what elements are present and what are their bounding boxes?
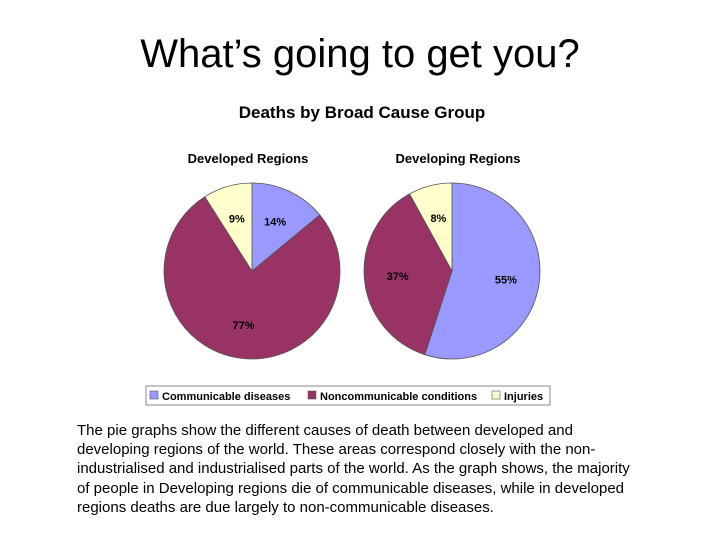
pie-slice-developed-1 xyxy=(163,196,341,360)
pie-slice-developed-0 xyxy=(251,182,321,272)
chart-image: Deaths by Broad Cause Group Developed Re… xyxy=(140,95,580,410)
legend-label: Injuries xyxy=(504,391,543,403)
pie-charts: Deaths by Broad Cause Group Developed Re… xyxy=(145,103,551,406)
pie-slice-developed-2 xyxy=(204,182,253,273)
pie-label-developed-0: 14% xyxy=(264,217,286,229)
legend-label: Communicable diseases xyxy=(162,391,290,403)
caption-line: The pie graphs show the different causes… xyxy=(77,422,573,439)
legend-label: Noncommunicable conditions xyxy=(320,391,477,403)
pie-slice-developing-0 xyxy=(424,182,541,360)
pie-label-developed-2: 9% xyxy=(229,214,245,226)
caption-line: industrialised and industrialised parts … xyxy=(77,460,630,478)
legend-swatch xyxy=(307,390,317,400)
legend-swatch xyxy=(491,390,501,400)
pie-slice-developing-2 xyxy=(409,182,453,272)
caption: The pie graphs show the different causes… xyxy=(77,421,677,517)
caption-line: regions deaths are due largely to non-co… xyxy=(77,498,494,516)
caption-line: developing regions of the world. These a… xyxy=(77,441,596,459)
pie-slice-developing-1 xyxy=(363,193,453,356)
chart-title: Deaths by Broad Cause Group xyxy=(239,103,486,122)
legend-swatch xyxy=(149,390,159,400)
pie-label-developing-2: 8% xyxy=(430,213,446,225)
legend-box xyxy=(145,385,551,406)
pies-group: 14% 77% 9% 55% 37% 8% xyxy=(163,182,541,360)
slide-title: What’s going to get you? xyxy=(140,32,580,76)
pie-title-developing: Developing Regions xyxy=(396,151,521,166)
legend: Communicable diseases Noncommunicable con… xyxy=(145,385,551,406)
pie-title-developed: Developed Regions xyxy=(188,151,309,166)
pie-label-developed-1: 77% xyxy=(232,320,254,332)
pie-label-developing-1: 37% xyxy=(387,271,409,283)
caption-line: of people in Developing regions die of c… xyxy=(77,479,625,497)
pie-label-developing-0: 55% xyxy=(495,275,517,287)
